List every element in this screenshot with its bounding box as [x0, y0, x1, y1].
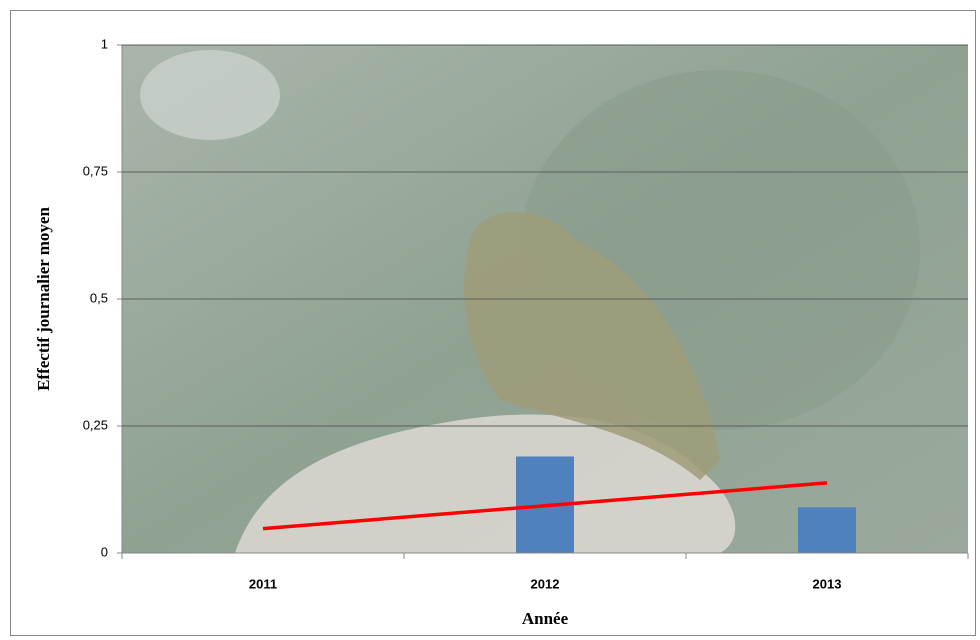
y-tick-label: 1 [101, 36, 108, 51]
y-tick-label: 0,25 [83, 417, 108, 432]
x-tick-label: 2013 [813, 576, 842, 591]
y-tick-label: 0,75 [83, 163, 108, 178]
x-tick-label: 2011 [249, 576, 277, 591]
y-tick-label: 0,5 [90, 290, 108, 305]
x-tick-label: 2012 [531, 576, 560, 591]
y-tick-label: 0 [101, 544, 108, 559]
trend-line [262, 481, 828, 531]
y-axis-title: Effectif journalier moyen [34, 207, 53, 391]
x-axis-title: Année [522, 609, 569, 628]
bar [798, 507, 856, 553]
